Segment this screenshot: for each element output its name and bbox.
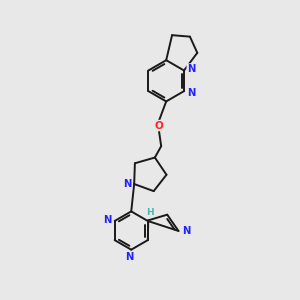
Text: N: N	[126, 252, 134, 262]
Text: N: N	[187, 88, 196, 98]
Text: O: O	[154, 121, 163, 130]
Text: N: N	[103, 214, 112, 224]
Text: N: N	[123, 179, 131, 189]
Text: N: N	[187, 64, 196, 74]
Text: N: N	[182, 226, 190, 236]
Text: H: H	[146, 208, 154, 217]
